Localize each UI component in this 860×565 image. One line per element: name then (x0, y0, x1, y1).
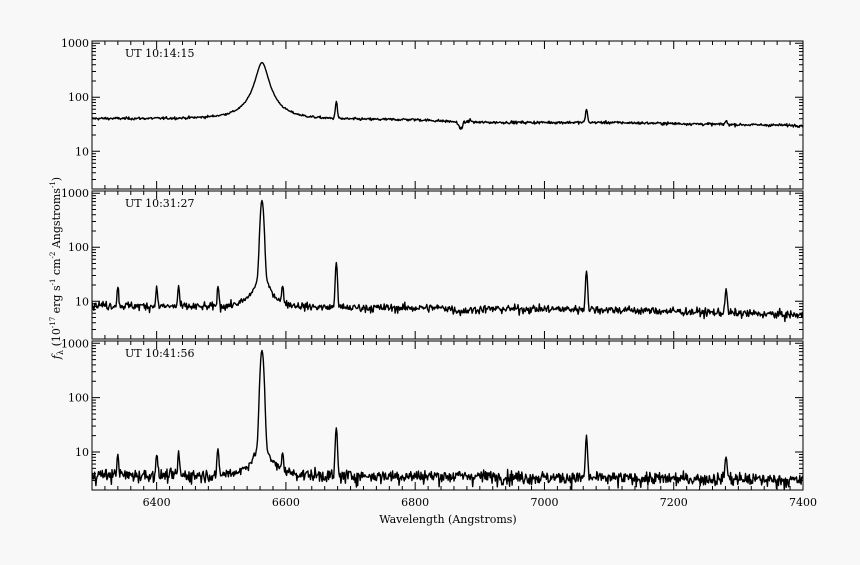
x-tick-label: 7200 (660, 496, 688, 509)
spectrum-line-2 (92, 199, 803, 323)
spectrum-line-3 (92, 349, 803, 490)
panel-title: UT 10:41:56 (125, 347, 195, 360)
panel-frame (91, 40, 804, 190)
panel-1: 10 100 1000 UT 10:14:15 (61, 37, 804, 190)
x-tick-label: 6400 (143, 496, 171, 509)
panels-group: 10 100 1000 UT 10:14:15 10 100 1000 UT 10:31:27… (61, 37, 817, 509)
y-tick-label: 1000 (61, 187, 89, 200)
y-tick-label: 100 (68, 241, 89, 254)
x-tick-label: 7000 (530, 496, 558, 509)
x-tick-label: 6800 (401, 496, 429, 509)
y-tick-label: 1000 (61, 337, 89, 350)
spectrum-line-1 (92, 61, 803, 130)
panel-frame (91, 340, 804, 491)
panel-2: 10 100 1000 UT 10:31:27 (61, 187, 804, 340)
y-tick-label: 10 (75, 145, 89, 158)
x-tick-label: 7400 (789, 496, 817, 509)
y-tick-label: 10 (75, 446, 89, 459)
panel-3: 10 100 1000 UT 10:41:56 (61, 337, 804, 491)
y-axis-title: fλ (10-17 erg s-1 cm-2 Angstroms-1) (49, 177, 65, 360)
y-tick-label: 100 (68, 392, 89, 405)
x-tick-label: 6600 (272, 496, 300, 509)
panel-title: UT 10:31:27 (125, 197, 195, 210)
y-tick-label: 1000 (61, 37, 89, 50)
y-tick-label: 10 (75, 295, 89, 308)
x-axis-title: Wavelength (Angstroms) (379, 513, 516, 526)
panel-frame (91, 190, 804, 340)
y-tick-label: 100 (68, 91, 89, 104)
panel-title: UT 10:14:15 (125, 47, 195, 60)
